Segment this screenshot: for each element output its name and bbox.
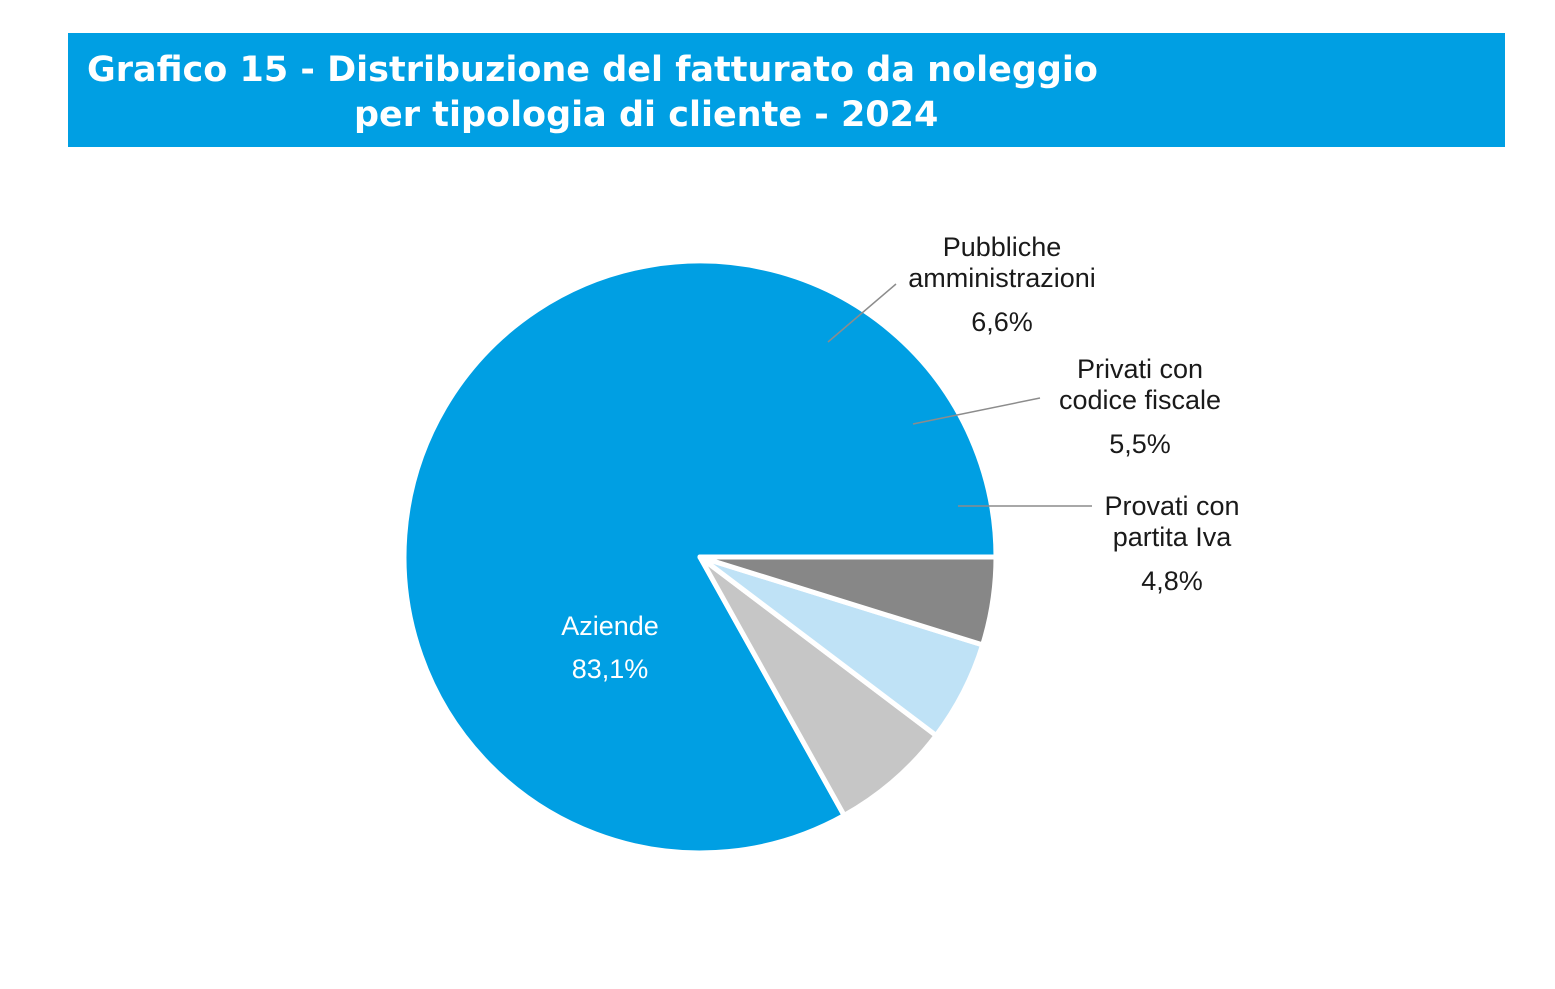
slice-label-provati-con-line-2: partita Iva: [1113, 522, 1233, 552]
slice-value-aziende: 83,1%: [572, 654, 649, 684]
slice-label-aziende-line-1: Aziende: [561, 611, 659, 641]
slice-label-privati-con-line-1: Privati con: [1077, 354, 1203, 384]
pie-slice-provati-con: [697, 554, 999, 648]
leader-line-pubbliche: [827, 283, 897, 343]
leader-lines: [827, 283, 1092, 507]
slice-label-pubbliche-line-1: Pubbliche: [943, 232, 1062, 262]
slice-value-privati-con: 5,5%: [1109, 429, 1171, 459]
chart-title-line-2: per tipologia di cliente - 2024: [354, 95, 939, 135]
chart-title-banner: Grafico 15 - Distribuzione del fatturato…: [68, 33, 1505, 147]
leader-line-privati-con: [912, 397, 1041, 425]
slice-label-provati-con-line-1: Provati con: [1104, 491, 1239, 521]
slice-value-provati-con: 4,8%: [1141, 566, 1203, 596]
slice-label-privati-con-line-2: codice fiscale: [1059, 385, 1221, 415]
pie-slices: [401, 258, 999, 856]
slice-label-pubbliche-line-2: amministrazioni: [908, 263, 1096, 293]
chart-title-line-1: Grafico 15 - Distribuzione del fatturato…: [87, 50, 1098, 90]
slice-value-pubbliche: 6,6%: [971, 307, 1033, 337]
